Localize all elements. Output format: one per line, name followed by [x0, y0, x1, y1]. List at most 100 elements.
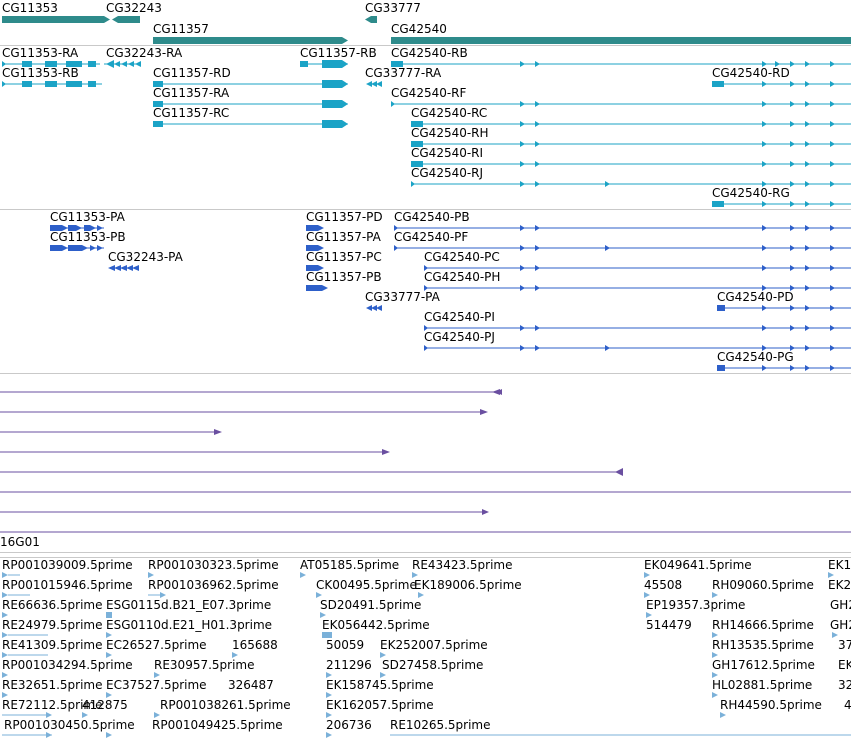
est-label[interactable]: EK2 [828, 578, 851, 592]
est-label[interactable]: EK056442.5prime [322, 618, 430, 632]
est-label[interactable]: CK00495.5prime [316, 578, 417, 592]
est-label[interactable]: RE43423.5prime [412, 558, 513, 572]
est-label[interactable]: RP001034294.5prime [2, 658, 133, 672]
transcript-label[interactable]: CG11357-RC [153, 106, 230, 120]
est-label[interactable]: RE41309.5prime [2, 638, 103, 652]
transcript-label[interactable]: CG11357-RB [300, 46, 377, 60]
est-label[interactable]: RP001036962.5prime [148, 578, 279, 592]
protein-label[interactable]: CG42540-PC [424, 250, 500, 264]
est-label[interactable]: 165688 [232, 638, 278, 652]
est-label[interactable]: AT05185.5prime [300, 558, 400, 572]
protein-label[interactable]: CG42540-PG [717, 350, 794, 364]
transcript-label[interactable]: CG32243-RA [106, 46, 183, 60]
gene-glyph-cg33777[interactable] [365, 16, 377, 23]
gene-label[interactable]: CG11353 [2, 1, 58, 15]
est-label[interactable]: EC26527.5prime [106, 638, 207, 652]
est-label[interactable]: EK1 [828, 558, 851, 572]
est-label[interactable]: RH09060.5prime [712, 578, 814, 592]
track-separator [0, 209, 851, 210]
est-label[interactable]: EK158745.5prime [326, 678, 434, 692]
protein-label[interactable]: CG11353-PA [50, 210, 125, 224]
gene-glyph-cg11353[interactable] [2, 16, 110, 23]
protein-label[interactable]: CG11353-PB [50, 230, 126, 244]
est-label[interactable]: EK162057.5prime [326, 698, 434, 712]
transcript-label[interactable]: CG42540-RJ [411, 166, 484, 180]
est-label[interactable]: 32 [838, 678, 851, 692]
est-label[interactable]: RH14666.5prime [712, 618, 814, 632]
protein-label[interactable]: CG42540-PJ [424, 330, 495, 344]
est-label[interactable]: RE32651.5prime [2, 678, 103, 692]
est-label[interactable]: EC37527.5prime [106, 678, 207, 692]
est-label[interactable]: GH17612.5prime [712, 658, 815, 672]
est-label[interactable]: EK [838, 658, 851, 672]
gene-label[interactable]: CG32243 [106, 1, 162, 15]
gene-label[interactable]: CG11357 [153, 22, 209, 36]
feature-label[interactable]: 16G01 [0, 535, 40, 549]
est-label[interactable]: 4 [844, 698, 851, 712]
protein-label[interactable]: CG42540-PF [394, 230, 469, 244]
protein-track [50, 225, 851, 371]
est-label[interactable]: GH2 [830, 598, 851, 612]
transcript-label[interactable]: CG42540-RB [391, 46, 468, 60]
gene-label[interactable]: CG33777 [365, 1, 421, 15]
est-label[interactable]: RH13535.5prime [712, 638, 814, 652]
est-label[interactable]: 326487 [228, 678, 274, 692]
est-label[interactable]: 206736 [326, 718, 372, 732]
protein-label[interactable]: CG32243-PA [108, 250, 183, 264]
protein-label[interactable]: CG42540-PI [424, 310, 495, 324]
gene-label[interactable]: CG42540 [391, 22, 447, 36]
est-label[interactable]: SD27458.5prime [382, 658, 484, 672]
est-label[interactable]: RE66636.5prime [2, 598, 103, 612]
est-label[interactable]: RP001038261.5prime [160, 698, 291, 712]
track-separator [0, 552, 851, 553]
transcript-label[interactable]: CG42540-RG [712, 186, 790, 200]
gene-glyph-cg42540[interactable] [391, 37, 851, 44]
est-label[interactable]: RH44590.5prime [720, 698, 822, 712]
est-label[interactable]: RP001030450.5prime [4, 718, 135, 732]
transcript-label[interactable]: CG42540-RD [712, 66, 790, 80]
est-label[interactable]: 211296 [326, 658, 372, 672]
est-label[interactable]: GH2 [830, 618, 851, 632]
protein-label[interactable]: CG11357-PC [306, 250, 382, 264]
est-label[interactable]: RE72112.5prime [2, 698, 103, 712]
est-track [2, 572, 851, 738]
est-label[interactable]: RP001049425.5prime [152, 718, 283, 732]
protein-label[interactable]: CG42540-PB [394, 210, 470, 224]
transcript-label[interactable]: CG11353-RB [2, 66, 79, 80]
est-label[interactable]: EK252007.5prime [380, 638, 488, 652]
transcript-label[interactable]: CG42540-RI [411, 146, 484, 160]
est-label[interactable]: RP001039009.5prime [2, 558, 133, 572]
transcript-label[interactable]: CG11353-RA [2, 46, 79, 60]
protein-label[interactable]: CG11357-PA [306, 230, 381, 244]
transcript-label[interactable]: CG42540-RF [391, 86, 467, 100]
est-label[interactable]: SD20491.5prime [320, 598, 422, 612]
transcript-label[interactable]: CG33777-RA [365, 66, 442, 80]
transcript-label[interactable]: CG11357-RD [153, 66, 231, 80]
protein-label[interactable]: CG42540-PD [717, 290, 794, 304]
protein-label[interactable]: CG11357-PD [306, 210, 383, 224]
est-label[interactable]: ESG0115d.B21_E07.3prime [106, 598, 272, 612]
est-label[interactable]: 514479 [646, 618, 692, 632]
est-label[interactable]: RE30957.5prime [154, 658, 255, 672]
protein-label[interactable]: CG33777-PA [365, 290, 440, 304]
est-label[interactable]: RP001030323.5prime [148, 558, 279, 572]
est-label[interactable]: RP001015946.5prime [2, 578, 133, 592]
transcript-label[interactable]: CG42540-RH [411, 126, 489, 140]
est-label[interactable]: RE24979.5prime [2, 618, 103, 632]
est-label[interactable]: 45508 [644, 578, 683, 592]
est-label[interactable]: 412875 [82, 698, 128, 712]
est-label[interactable]: RE10265.5prime [390, 718, 491, 732]
est-label[interactable]: ESG0110d.E21_H01.3prime [106, 618, 273, 632]
est-label[interactable]: EK189006.5prime [414, 578, 522, 592]
gene-glyph-cg11357[interactable] [153, 37, 348, 44]
gene-glyph-cg32243[interactable] [112, 16, 140, 23]
est-label[interactable]: 50059 [326, 638, 365, 652]
protein-label[interactable]: CG42540-PH [424, 270, 501, 284]
est-label[interactable]: HL02881.5prime [712, 678, 813, 692]
transcript-label[interactable]: CG11357-RA [153, 86, 230, 100]
est-label[interactable]: 37 [838, 638, 851, 652]
est-label[interactable]: EP19357.3prime [646, 598, 746, 612]
est-label[interactable]: EK049641.5prime [644, 558, 752, 572]
transcript-label[interactable]: CG42540-RC [411, 106, 488, 120]
protein-label[interactable]: CG11357-PB [306, 270, 382, 284]
